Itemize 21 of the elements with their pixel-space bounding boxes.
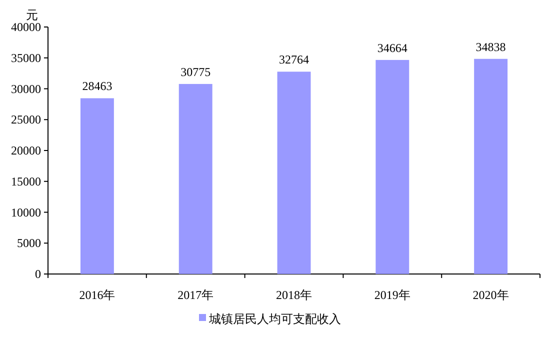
x-tick-label: 2016年 xyxy=(79,288,116,302)
y-tick-label: 10000 xyxy=(11,205,41,220)
x-tick-label: 2020年 xyxy=(472,288,509,302)
data-label: 34664 xyxy=(377,40,408,55)
legend-label: 城镇居民人均可支配收入 xyxy=(208,312,341,326)
data-label: 32764 xyxy=(279,52,309,67)
x-tick-label: 2017年 xyxy=(178,288,214,302)
y-tick-label: 15000 xyxy=(11,174,41,188)
data-label: 34838 xyxy=(476,40,506,54)
y-tick-label: 5000 xyxy=(17,236,41,250)
x-tick-label: 2018年 xyxy=(276,288,312,302)
data-label: 28463 xyxy=(82,79,112,94)
ylabel: 元 xyxy=(26,8,38,22)
y-tick-label: 0 xyxy=(35,267,41,281)
y-tick-label: 25000 xyxy=(11,112,41,127)
y-tick-label: 40000 xyxy=(11,20,41,34)
data-label: 30775 xyxy=(180,64,211,79)
y-tick-label: 20000 xyxy=(11,144,41,158)
y-tick-label: 30000 xyxy=(11,82,41,96)
x-tick-label: 2019年 xyxy=(374,288,410,302)
y-tick-label: 35000 xyxy=(11,50,41,65)
